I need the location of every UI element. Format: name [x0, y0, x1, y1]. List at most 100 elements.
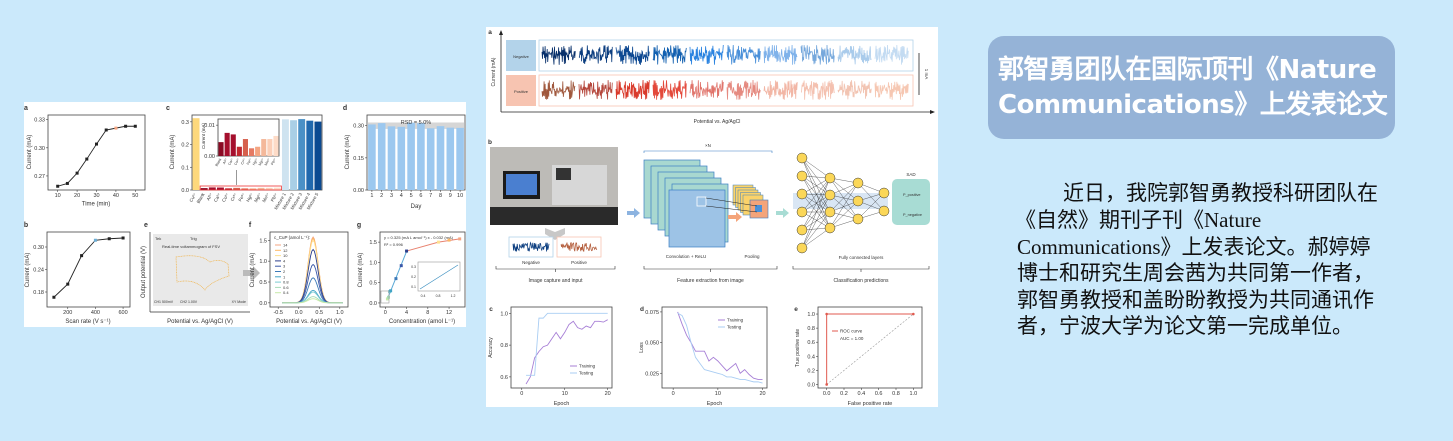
bar [216, 187, 224, 190]
axes-frame [217, 118, 280, 157]
y-tick-label: 0.00 [353, 188, 364, 194]
sad-box [892, 179, 930, 225]
rsd-annotation: RSD = 5.0% [401, 120, 432, 126]
legend-label: Testing [727, 325, 742, 330]
voltammogram-trace [763, 80, 798, 100]
bar [298, 119, 306, 190]
y-tick-label: 0.6 [500, 375, 508, 381]
y-tick-label: 1.0 [807, 312, 815, 318]
category-label: Mn²⁺ [261, 191, 271, 203]
axes-frame [817, 306, 923, 389]
data-point [114, 126, 118, 130]
voltammogram-trace [578, 80, 613, 100]
connection [801, 177, 831, 195]
connection [801, 157, 831, 196]
data-point [95, 142, 98, 146]
data-point [65, 181, 69, 185]
lab-setup-photo [490, 147, 618, 225]
category-label: Cu²⁺ [188, 191, 197, 202]
auc-label: AUC = 1.00 [840, 336, 864, 341]
inset-y-tick: 0.2 [411, 275, 416, 279]
data-point [80, 254, 84, 258]
x-tick-label: -0.5 [273, 310, 282, 316]
row-label-bg [506, 75, 536, 106]
x-tick-label: 0.5 [315, 310, 323, 316]
arrow-icon [243, 266, 260, 280]
x-tick-label: 10 [55, 193, 61, 199]
highlight-box [199, 185, 282, 191]
bar [426, 128, 435, 190]
panel-label-a: a [24, 105, 28, 112]
bar [407, 122, 415, 190]
body-line-4: 博士和研究生周会茜为共同第一作者， [1017, 261, 1374, 285]
p-negative-label: P_negative [903, 213, 922, 217]
data-point [133, 124, 137, 128]
legend-label: 0.4 [283, 290, 289, 295]
figure-sensor-results: a 10 20 30 40 50 0.27 0.30 0.33 Time (min) Current… [24, 102, 466, 327]
y-tick-label: 1.5 [369, 240, 377, 246]
y-tick-label: 0.8 [807, 326, 815, 332]
thumbnail-trace [560, 242, 598, 252]
connection [801, 157, 831, 213]
connection [801, 227, 831, 249]
body-line-2: 《自然》期刊子刊《Nature [1015, 208, 1262, 232]
panel-b-xlabel: Scan rate (V s⁻¹) [65, 319, 110, 325]
y-tick-label: 0.6 [807, 340, 815, 346]
y-tick-label: 1.5 [259, 238, 267, 244]
y-tick-label: 0.025 [645, 371, 659, 377]
neuron [852, 177, 864, 189]
x-arrow [930, 110, 935, 114]
bar [281, 119, 289, 190]
saturation-line [406, 238, 460, 252]
neuron [824, 222, 836, 234]
y-tick-label: 0.0 [181, 188, 189, 194]
panel-label-g: g [357, 222, 361, 229]
thumbnail-frame [508, 236, 554, 258]
y-tick-label: 0.8 [500, 343, 508, 349]
caption-2: Feature extraction from image [677, 278, 744, 284]
y-tick-label: 0.5 [369, 281, 377, 287]
x-tick-label: 200 [63, 310, 72, 316]
ch2-label: CH2 1.00V [180, 300, 198, 304]
oscilloscope-icon [556, 168, 571, 180]
inset-bar [218, 142, 224, 156]
scale-bar-label: 1 mA [924, 69, 929, 80]
x-tick-label: 1.0 [910, 391, 918, 397]
inset-x-tick: 1.2 [451, 294, 456, 298]
panel-f-ylabel: Current (mA) [250, 253, 256, 288]
y-tick-label: 0.0 [807, 382, 815, 388]
axes-frame [661, 306, 768, 389]
arrow-icon [776, 208, 789, 218]
bar [306, 120, 314, 190]
x-tick-label: 5 [410, 193, 413, 199]
voltammogram-trace [652, 45, 687, 65]
voltammogram-trace [541, 80, 576, 100]
data-point [85, 157, 89, 161]
inset-bar [236, 146, 242, 156]
y-tick-label: 0.33 [34, 118, 45, 124]
y-tick-label: 0.5 [259, 280, 267, 286]
voltammogram-trace [726, 80, 761, 100]
panel-e-axes: 0.0 0.2 0.4 0.6 0.8 1.0 0.0 0.2 0.4 0.6 0.8 1.0 ROC … [807, 306, 923, 397]
category-label: Fe³⁺ [237, 191, 246, 202]
x-tick-label: 0.0 [295, 310, 303, 316]
x-tick-label: 0.8 [892, 391, 900, 397]
thumbnail-trace [512, 241, 550, 252]
panel-e-xlabel: Potential vs. Ag/AgCl (V) [167, 319, 233, 325]
data-point [66, 282, 70, 286]
inset-bar [224, 132, 230, 156]
row-frame [538, 39, 914, 72]
bar [208, 187, 216, 190]
bar [368, 124, 376, 190]
data-point [387, 295, 390, 299]
chance-line [826, 313, 914, 385]
panel-c-axes-xlabel: Epoch [554, 401, 570, 407]
series-line-14 [282, 236, 343, 304]
inset-bar [249, 148, 255, 156]
y-tick-label: 0.30 [33, 245, 44, 251]
axes-frame [379, 231, 466, 308]
voltammogram-trace [726, 45, 761, 65]
body-line-5: 郭智勇教授和盖盼盼教授为共同通讯作 [1017, 288, 1374, 312]
y-tick-label: 0.30 [353, 124, 364, 130]
y-tick-label: 0.3 [181, 120, 189, 126]
